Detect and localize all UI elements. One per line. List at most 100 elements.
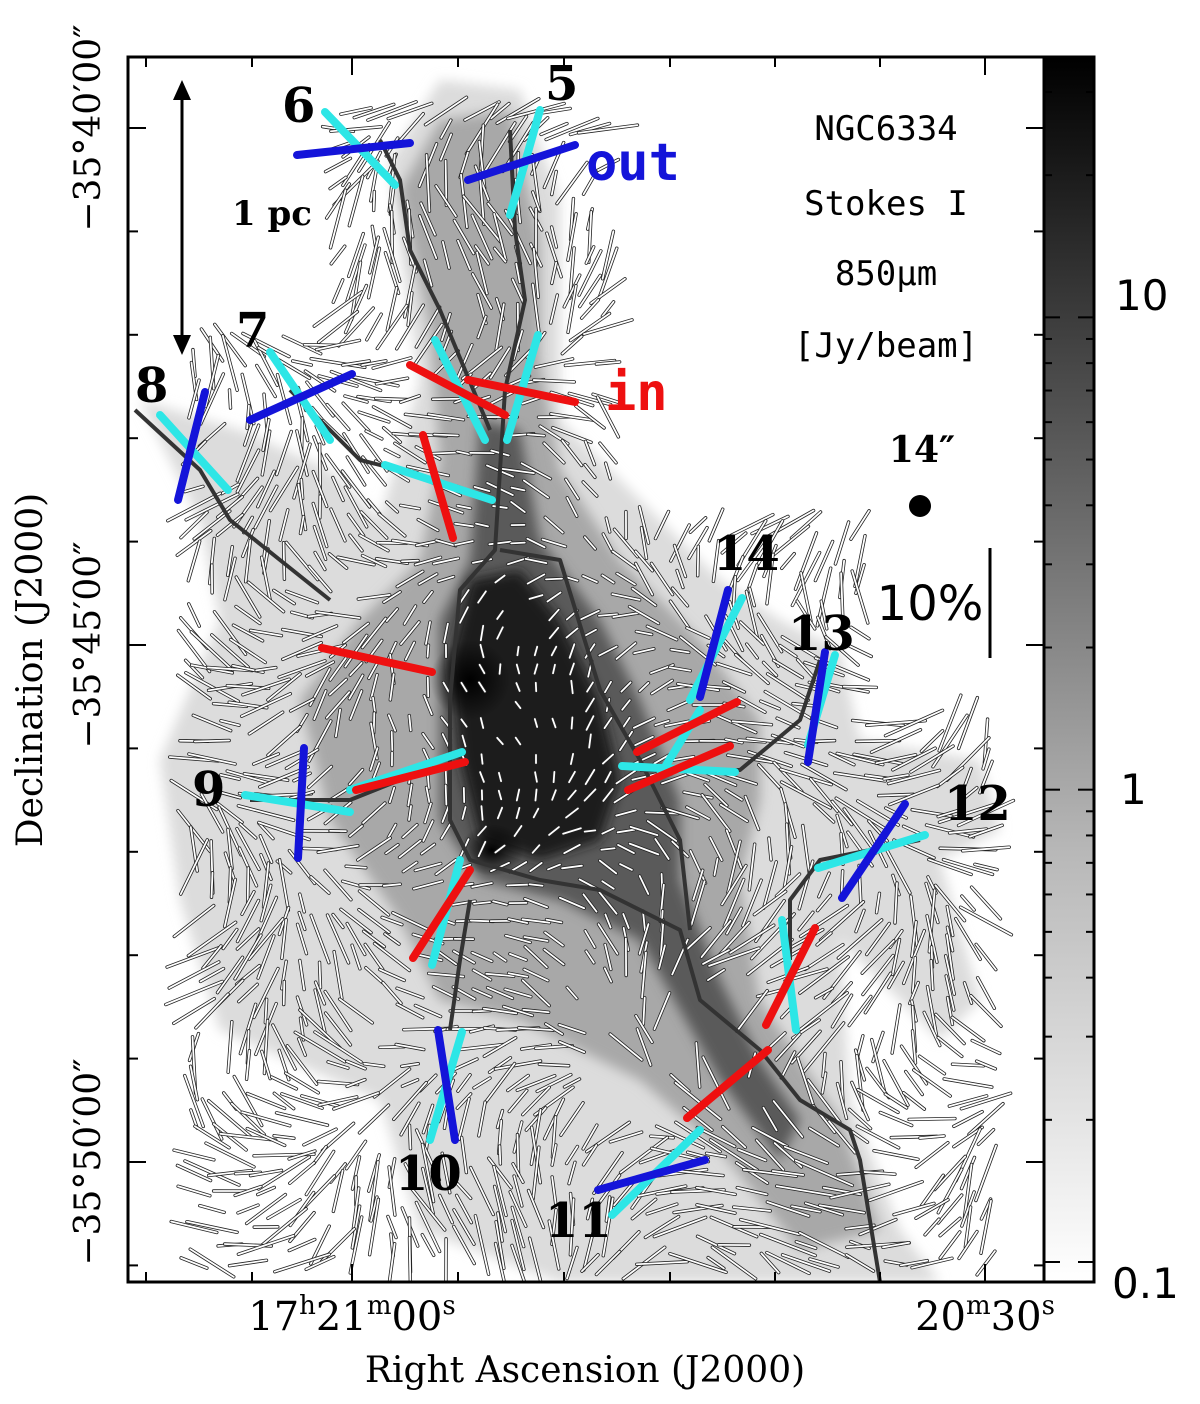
polarization-vector	[422, 732, 434, 750]
polarization-vector	[422, 1104, 434, 1134]
polarization-vector	[637, 1185, 687, 1197]
polarization-vector	[534, 771, 538, 783]
ytick-label-50: −35°50′00″	[68, 1058, 109, 1265]
polarization-vector	[478, 140, 486, 190]
polarization-vector	[344, 395, 368, 403]
polarization-vector	[349, 375, 399, 387]
polarization-vector	[235, 576, 261, 618]
field-out-7	[246, 370, 356, 424]
polarization-vector	[414, 862, 442, 872]
polarization-vector	[219, 1132, 277, 1142]
polarization-vector	[280, 918, 288, 960]
polarization-vector	[851, 1130, 869, 1144]
polarization-vector	[482, 1007, 518, 1015]
polarization-vector	[584, 768, 596, 786]
polarization-vector	[927, 858, 973, 876]
polarization-vector	[442, 681, 450, 693]
polarization-vector	[919, 1174, 945, 1208]
polarization-vector	[418, 214, 438, 260]
polarization-vector	[496, 97, 540, 125]
label-5: 5	[545, 56, 578, 112]
polarization-vector	[494, 844, 506, 854]
polarization-vector	[298, 893, 306, 913]
polarization-vector	[486, 391, 514, 407]
polarization-vector	[937, 1168, 963, 1214]
polarization-vector	[976, 1250, 996, 1276]
polarization-vector	[261, 430, 271, 476]
polarization-vector	[632, 717, 656, 729]
polarization-vector	[420, 202, 436, 236]
polarization-vector	[843, 808, 877, 854]
polarization-vector	[558, 1040, 586, 1054]
polarization-vector	[541, 538, 567, 548]
polarization-vector	[977, 1128, 995, 1146]
polarization-vector	[510, 486, 526, 492]
polarization-vector	[936, 766, 964, 788]
polarization-vector	[668, 666, 692, 672]
polarization-vector	[329, 657, 347, 681]
polarization-vector	[514, 700, 522, 710]
polarization-vector	[550, 226, 558, 248]
polarization-vector	[435, 858, 457, 876]
polarization-vector	[563, 274, 581, 308]
polarization-vector	[474, 1214, 490, 1276]
polarization-vector	[504, 934, 532, 944]
polarization-vector	[275, 1111, 329, 1127]
polarization-vector	[836, 1082, 848, 1120]
polarization-vector	[887, 961, 905, 989]
polarization-vector	[180, 1256, 208, 1270]
polarization-vector	[315, 339, 361, 351]
polarization-vector	[351, 1205, 361, 1249]
polarization-vector	[739, 621, 765, 645]
polarization-vector	[248, 711, 284, 735]
polarization-vector	[509, 1190, 527, 1228]
polarization-vector	[631, 1198, 657, 1220]
polarization-vector	[582, 1144, 598, 1166]
polarization-vector	[963, 981, 973, 1005]
polarization-vector	[851, 570, 869, 624]
label-13: 13	[788, 606, 855, 662]
polarization-vector	[865, 922, 891, 956]
polarization-vector	[619, 863, 633, 871]
polarization-vector	[348, 175, 364, 227]
field-in-5	[464, 376, 579, 406]
polarization-vector	[341, 880, 371, 890]
polarization-vector	[528, 594, 544, 600]
polarization-vector	[601, 827, 615, 835]
polarization-vector	[567, 212, 577, 262]
polarization-vector	[765, 1251, 811, 1275]
polarization-vector	[195, 993, 229, 1029]
polarization-vector	[531, 191, 541, 211]
polarization-vector	[187, 753, 237, 765]
field-in-14	[633, 698, 741, 756]
polarization-vector	[423, 590, 433, 604]
polarization-vector	[257, 935, 275, 979]
polarization-vector	[526, 573, 546, 585]
polarization-vector	[695, 1186, 737, 1196]
polarization-vector	[424, 96, 468, 126]
field-in-6	[406, 361, 509, 419]
polarization-vector	[602, 533, 614, 553]
polarization-vector	[734, 653, 770, 685]
polarization-vector	[854, 534, 866, 588]
polarization-vector	[483, 1036, 517, 1058]
polarization-vector	[423, 694, 433, 716]
polarization-vector	[210, 633, 250, 669]
polarization-vector	[582, 575, 598, 583]
polarization-vector	[325, 454, 351, 488]
polarization-vector	[735, 989, 769, 1033]
polarization-vector	[358, 890, 390, 916]
polarization-vector	[527, 1189, 545, 1229]
polarization-vector	[349, 825, 363, 837]
polarization-vector	[513, 1175, 523, 1207]
polarization-vector	[318, 961, 322, 989]
polarization-vector	[783, 1145, 829, 1165]
polarization-vector	[219, 773, 241, 781]
polarization-vector	[850, 509, 870, 541]
polarization-vector	[545, 232, 563, 278]
polarization-vector	[638, 505, 650, 545]
polarization-vector	[522, 479, 550, 499]
polarization-vector	[276, 373, 292, 425]
polarization-vector	[383, 227, 401, 283]
polarization-vector	[968, 824, 1004, 838]
